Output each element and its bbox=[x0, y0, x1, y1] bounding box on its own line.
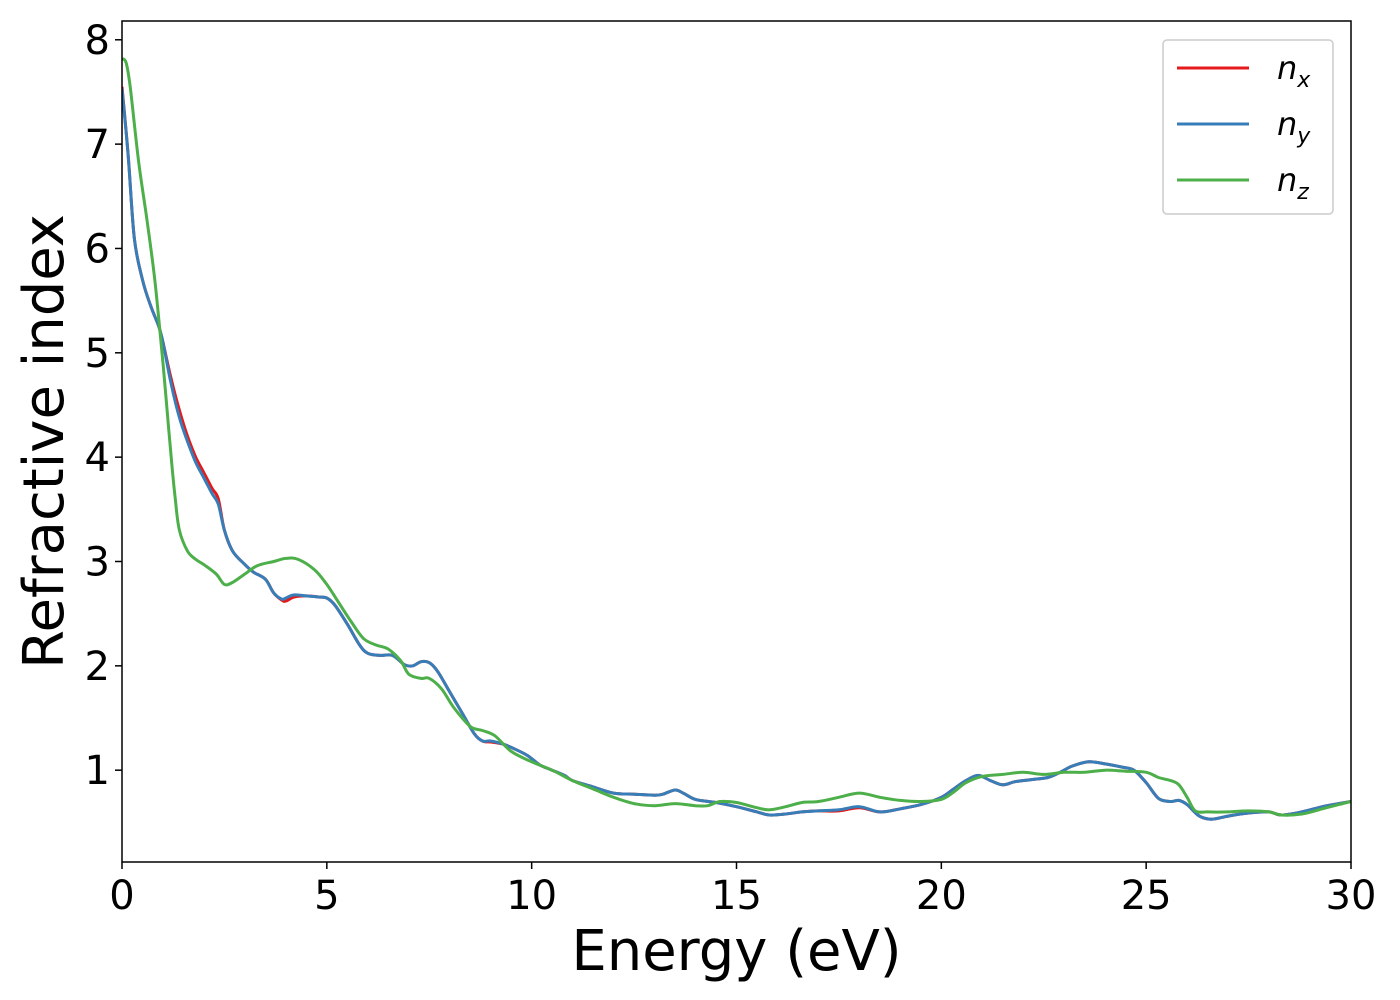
legend-box bbox=[1162, 39, 1334, 215]
x-axis-title: Energy (eV) bbox=[571, 919, 901, 984]
x-tick-label: 5 bbox=[314, 873, 339, 919]
series-line-ny bbox=[122, 88, 1351, 821]
y-tick-label: 6 bbox=[85, 226, 110, 272]
y-tick-label: 5 bbox=[85, 331, 110, 377]
y-tick-label: 1 bbox=[85, 748, 110, 794]
legend-label-nz: nz bbox=[1277, 161, 1309, 205]
y-tick-label: 2 bbox=[85, 644, 110, 690]
series-layer bbox=[122, 57, 1351, 821]
y-axis: 1 2 3 4 5 6 7 8 bbox=[85, 18, 122, 794]
x-tick-label: 30 bbox=[1326, 873, 1377, 919]
x-tick-label: 15 bbox=[711, 873, 762, 919]
x-tick-label: 25 bbox=[1121, 873, 1172, 919]
x-tick-label: 10 bbox=[506, 873, 557, 919]
x-axis: 0 5 10 15 20 25 30 bbox=[109, 862, 1376, 919]
legend: nx ny nz bbox=[1162, 39, 1334, 215]
series-line-nz bbox=[122, 57, 1351, 817]
y-tick-label: 4 bbox=[85, 435, 110, 481]
x-tick-label: 20 bbox=[916, 873, 967, 919]
y-tick-label: 3 bbox=[85, 539, 110, 585]
x-tick-label: 0 bbox=[109, 873, 134, 919]
legend-label-nx: nx bbox=[1277, 49, 1311, 93]
legend-label-ny: ny bbox=[1277, 105, 1311, 149]
y-tick-label: 8 bbox=[85, 18, 110, 64]
y-axis-title: Refractive index bbox=[12, 214, 77, 669]
y-tick-label: 7 bbox=[85, 122, 110, 168]
